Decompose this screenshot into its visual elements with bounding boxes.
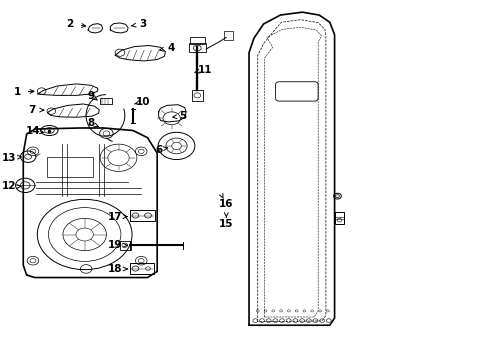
Text: 3: 3 <box>139 19 146 29</box>
Text: 11: 11 <box>198 64 212 75</box>
Text: 17: 17 <box>107 212 122 221</box>
Bar <box>188 43 205 51</box>
Bar <box>120 240 130 249</box>
Bar <box>129 263 154 274</box>
Text: 1: 1 <box>13 87 20 97</box>
Text: 15: 15 <box>219 219 233 229</box>
Text: 6: 6 <box>155 144 162 154</box>
Text: 4: 4 <box>168 43 175 53</box>
Text: 13: 13 <box>1 153 16 163</box>
Bar <box>47 157 93 177</box>
Text: 19: 19 <box>108 240 122 250</box>
Text: 5: 5 <box>179 111 186 121</box>
Bar <box>224 31 232 40</box>
Text: 2: 2 <box>66 19 74 29</box>
Text: 8: 8 <box>87 118 94 128</box>
Text: 16: 16 <box>219 199 233 210</box>
Text: 18: 18 <box>108 264 122 274</box>
Text: 12: 12 <box>1 181 16 192</box>
Bar <box>334 212 343 224</box>
Bar <box>129 210 154 221</box>
Bar <box>190 37 204 44</box>
Text: 10: 10 <box>135 97 150 107</box>
Text: 14: 14 <box>25 126 40 135</box>
Text: 7: 7 <box>28 105 35 115</box>
Bar <box>191 90 203 101</box>
Bar <box>100 98 112 104</box>
Text: 9: 9 <box>87 91 94 101</box>
